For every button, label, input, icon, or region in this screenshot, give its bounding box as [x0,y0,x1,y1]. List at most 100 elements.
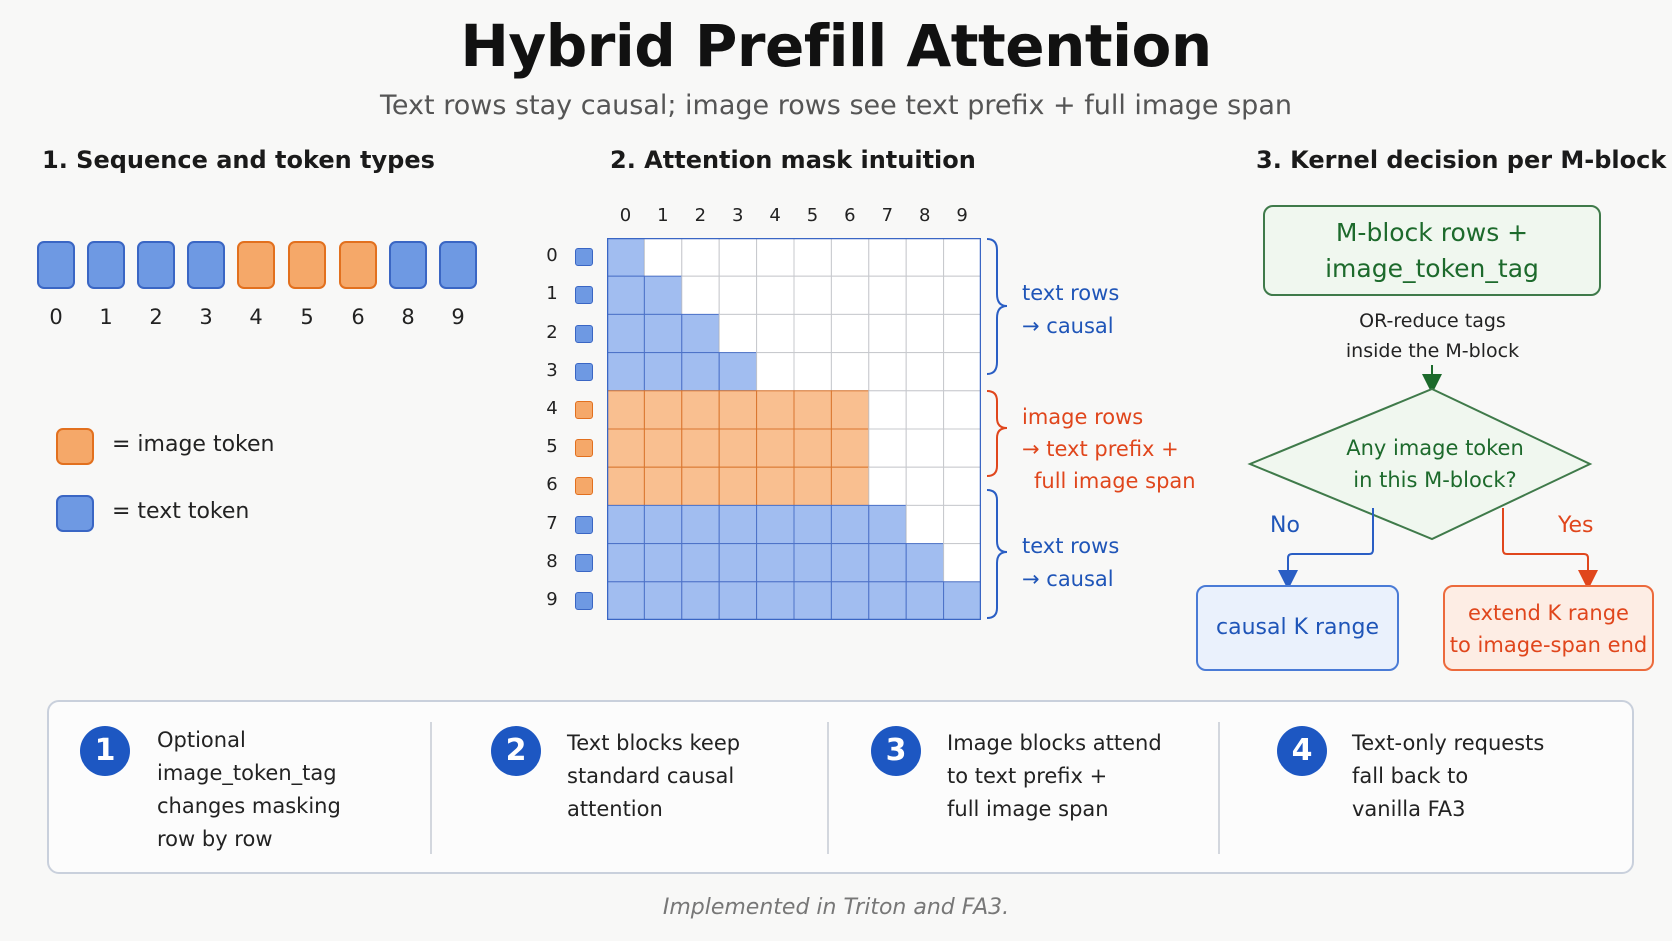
mask-row-label: 3 [546,359,558,381]
no-label: No [1270,513,1300,538]
or-reduce-line2: inside the M-block [1345,340,1520,362]
token-index-label: 4 [249,305,263,329]
mask-cell-text [830,543,870,583]
step-text: Text-only requests fall back to vanilla FA… [1352,727,1544,826]
step-text-line: row by row [157,827,273,851]
mask-cell-text [756,504,795,545]
mask-cell-empty [943,238,981,277]
mask-cell-empty [868,238,907,277]
mask-cell-empty [943,275,981,315]
mask-row-label: 2 [546,321,558,343]
token-index-label: 9 [451,305,465,329]
mask-cell-text [607,543,645,583]
row-text-token [575,515,593,534]
mask-cell-image [793,466,832,506]
step-text-line: Optional [157,728,246,752]
mask-cell-text [643,543,683,583]
mask-row-label: 5 [546,436,558,458]
mask-cell-empty [718,275,758,315]
mask-cell-empty [905,313,945,354]
mask-cell-empty [681,275,720,315]
step-number-badge: 4 [1277,726,1327,776]
mask-cell-empty [756,352,795,392]
mask-column-label: 3 [731,205,744,226]
mask-cell-image [830,428,870,468]
mask-cell-image [681,428,720,468]
mask-cell-text [793,543,832,583]
mask-cell-text [681,543,720,583]
extend-line2: to image-span end [1449,633,1648,657]
mask-cell-image [793,390,832,430]
mask-cell-text [607,581,645,620]
mask-cell-empty [718,313,758,354]
mask-cell-empty [756,238,795,277]
arrow-yes [1502,508,1598,590]
mask-cell-empty [943,466,981,506]
brace-middle [986,390,1008,477]
step-text-line: Image blocks attend [947,731,1162,755]
mask-cell-image [681,466,720,506]
mask-column-label: 5 [806,205,819,226]
panel-divider [1218,722,1220,854]
brace-top-label: text rows → causal [1022,277,1119,343]
mask-cell-text [905,543,945,583]
mask-cell-empty [943,313,981,354]
mask-cell-text [718,543,758,583]
mask-cell-text [868,581,907,620]
mask-cell-empty [681,238,720,277]
section-3-heading: 3. Kernel decision per M-block [1256,146,1667,174]
mask-cell-text [607,275,645,315]
or-reduce-note: OR-reduce tags inside the M-block [1300,306,1565,366]
brace-bottom-line2: → causal [1022,567,1114,591]
mask-cell-empty [830,313,870,354]
row-text-token [575,248,593,267]
mask-cell-image [607,466,645,506]
mask-cell-empty [718,238,758,277]
legend-text-swatch [56,495,94,532]
text-token [187,241,225,289]
mask-column-label: 4 [769,205,781,226]
mask-cell-text [756,543,795,583]
mblock-line2: image_token_tag [1325,254,1539,283]
mask-cell-image [793,428,832,468]
mask-cell-empty [905,352,945,392]
mask-cell-text [718,504,758,545]
mask-cell-text [681,313,720,354]
mask-cell-empty [905,428,945,468]
mask-cell-empty [943,352,981,392]
brace-top-line1: text rows [1022,281,1120,305]
text-token [137,241,175,289]
mask-cell-image [643,390,683,430]
token-index-label: 8 [401,305,415,329]
step-text-line: changes masking [157,794,341,818]
mask-cell-image [756,466,795,506]
mask-cell-empty [793,238,832,277]
step-text-line: image_token_tag [157,761,337,785]
mask-cell-empty [830,275,870,315]
mask-cell-empty [943,543,981,583]
mask-cell-image [607,390,645,430]
mask-braces [986,238,1008,619]
extend-line1: extend K range [1468,601,1629,625]
mask-cell-text [718,581,758,620]
image-token [237,241,275,289]
step-text-line: Text-only requests [1352,731,1545,755]
mask-cell-empty [830,352,870,392]
step-text-line: full image span [947,797,1109,821]
step-text-line: Text blocks keep [567,731,741,755]
step-text-line: vanilla FA3 [1352,797,1466,821]
mask-cell-image [756,390,795,430]
step-text-line: standard causal [567,764,735,788]
mask-cell-text [643,313,683,354]
mask-cell-empty [905,504,945,545]
step-text: Image blocks attend to text prefix + full … [947,727,1162,826]
brace-middle-line3: full image span [1034,469,1196,493]
brace-bottom-label: text rows → causal [1022,530,1119,596]
row-text-token [575,362,593,381]
mask-cell-empty [943,428,981,468]
mask-cell-empty [868,275,907,315]
mask-row-label: 6 [546,474,558,496]
mask-column-label: 7 [881,205,894,226]
brace-middle-line1: image rows [1022,405,1144,429]
or-reduce-line1: OR-reduce tags [1359,310,1506,332]
